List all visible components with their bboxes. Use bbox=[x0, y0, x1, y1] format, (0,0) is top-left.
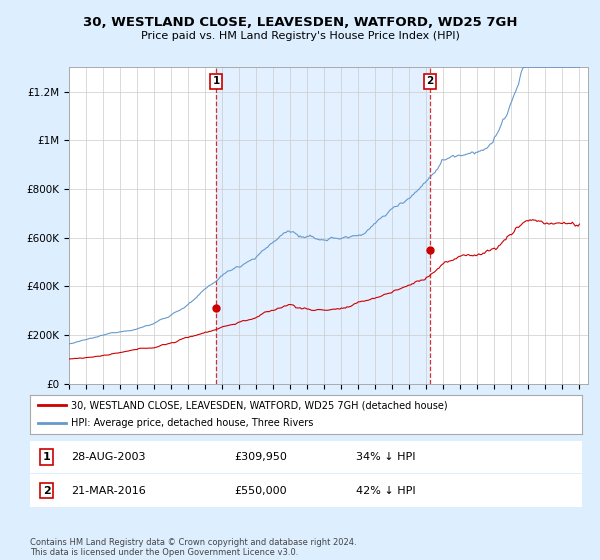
Text: 28-AUG-2003: 28-AUG-2003 bbox=[71, 452, 146, 462]
Bar bbox=[216, 67, 430, 384]
Text: £550,000: £550,000 bbox=[234, 486, 287, 496]
Text: £309,950: £309,950 bbox=[234, 452, 287, 462]
Text: Price paid vs. HM Land Registry's House Price Index (HPI): Price paid vs. HM Land Registry's House … bbox=[140, 31, 460, 41]
Text: 1: 1 bbox=[212, 76, 220, 86]
Text: 21-MAR-2016: 21-MAR-2016 bbox=[71, 486, 146, 496]
Text: 30, WESTLAND CLOSE, LEAVESDEN, WATFORD, WD25 7GH (detached house): 30, WESTLAND CLOSE, LEAVESDEN, WATFORD, … bbox=[71, 400, 448, 410]
Text: 2: 2 bbox=[427, 76, 434, 86]
Text: Contains HM Land Registry data © Crown copyright and database right 2024.
This d: Contains HM Land Registry data © Crown c… bbox=[30, 538, 356, 557]
Text: 1: 1 bbox=[43, 452, 50, 462]
Text: 34% ↓ HPI: 34% ↓ HPI bbox=[356, 452, 415, 462]
Text: 2: 2 bbox=[43, 486, 50, 496]
Text: HPI: Average price, detached house, Three Rivers: HPI: Average price, detached house, Thre… bbox=[71, 418, 314, 428]
Text: 30, WESTLAND CLOSE, LEAVESDEN, WATFORD, WD25 7GH: 30, WESTLAND CLOSE, LEAVESDEN, WATFORD, … bbox=[83, 16, 517, 29]
Text: 42% ↓ HPI: 42% ↓ HPI bbox=[356, 486, 415, 496]
